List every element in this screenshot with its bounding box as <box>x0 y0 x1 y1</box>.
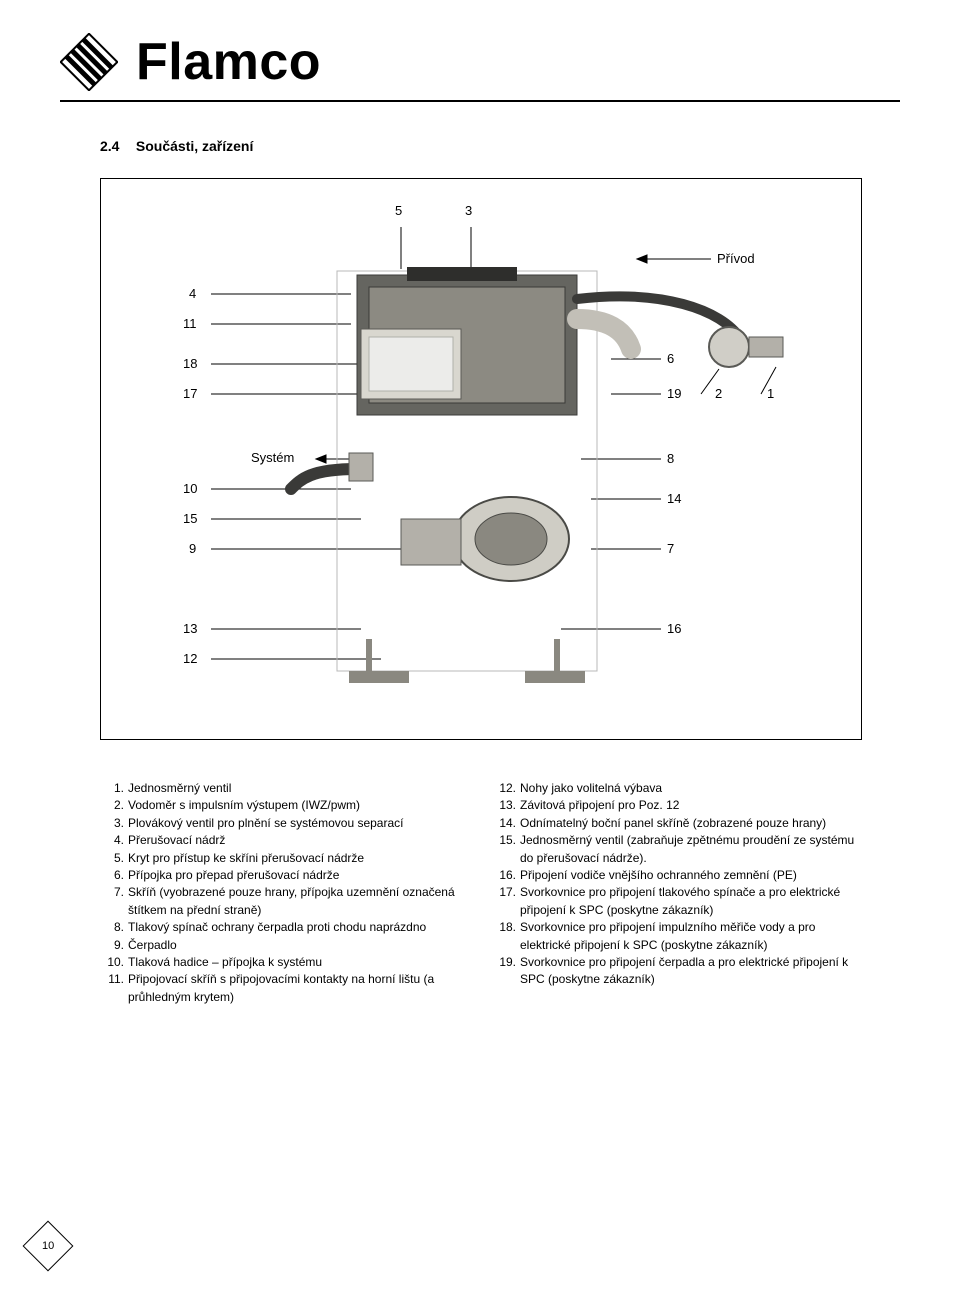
legend-item: 1.Jednosměrný ventil <box>100 780 468 797</box>
legend-item: 10.Tlaková hadice – přípojka k systému <box>100 954 468 971</box>
legend-item: 11.Připojovací skříň s připojovacími kon… <box>100 971 468 1006</box>
callout-2: 2 <box>715 386 722 401</box>
legend-item: 4.Přerušovací nádrž <box>100 832 468 849</box>
callout-11: 11 <box>183 316 197 331</box>
section-heading: 2.4 Součásti, zařízení <box>100 138 900 154</box>
callout-5: 5 <box>395 203 402 218</box>
legend-item: 17.Svorkovnice pro připojení tlakového s… <box>492 884 860 919</box>
brand-name: Flamco <box>136 32 321 92</box>
callout-7: 7 <box>667 541 674 556</box>
callout-14: 14 <box>667 491 681 506</box>
section-number: 2.4 <box>100 138 132 154</box>
legend-item: 12.Nohy jako volitelná výbava <box>492 780 860 797</box>
callout-8: 8 <box>667 451 674 466</box>
callout-13: 13 <box>183 621 197 636</box>
page-number: 10 <box>23 1221 74 1272</box>
legend-item: 13.Závitová připojení pro Poz. 12 <box>492 797 860 814</box>
callout-17: 17 <box>183 386 197 401</box>
callout-1: 1 <box>767 386 774 401</box>
page-header: Flamco <box>60 32 900 102</box>
brand-logo-icon <box>60 33 118 91</box>
callout-9: 9 <box>189 541 196 556</box>
legend-item: 5.Kryt pro přístup ke skříni přerušovací… <box>100 850 468 867</box>
legend-right-column: 12.Nohy jako volitelná výbava 13.Závitov… <box>492 780 860 1006</box>
legend-item: 2.Vodoměr s impulsním výstupem (IWZ/pwm) <box>100 797 468 814</box>
page: Flamco 2.4 Součásti, zařízení <box>0 0 960 1294</box>
legend-left-column: 1.Jednosměrný ventil 2.Vodoměr s impulsn… <box>100 780 468 1006</box>
legend-item: 15.Jednosměrný ventil (zabraňuje zpětném… <box>492 832 860 867</box>
callout-4: 4 <box>189 286 196 301</box>
legend-item: 16.Připojení vodiče vnějšího ochranného … <box>492 867 860 884</box>
legend-item: 9.Čerpadlo <box>100 937 468 954</box>
callout-12: 12 <box>183 651 197 666</box>
callout-10: 10 <box>183 481 197 496</box>
component-diagram: 5 3 4 11 18 17 Systém 10 15 9 13 12 Přív… <box>100 178 862 740</box>
legend-item: 7.Skříň (vyobrazené pouze hrany, přípojk… <box>100 884 468 919</box>
legend-item: 18.Svorkovnice pro připojení impulzního … <box>492 919 860 954</box>
callout-15: 15 <box>183 511 197 526</box>
callout-19: 19 <box>667 386 681 401</box>
legend-item: 19.Svorkovnice pro připojení čerpadla a … <box>492 954 860 989</box>
legend-item: 3.Plovákový ventil pro plnění se systémo… <box>100 815 468 832</box>
callout-16: 16 <box>667 621 681 636</box>
callout-inlet: Přívod <box>717 251 755 266</box>
legend-item: 8.Tlakový spínač ochrany čerpadla proti … <box>100 919 468 936</box>
section-title: Součásti, zařízení <box>136 138 253 154</box>
callout-3: 3 <box>465 203 472 218</box>
legend-item: 6.Přípojka pro přepad přerušovací nádrže <box>100 867 468 884</box>
legend: 1.Jednosměrný ventil 2.Vodoměr s impulsn… <box>100 780 860 1006</box>
legend-item: 14.Odnímatelný boční panel skříně (zobra… <box>492 815 860 832</box>
callout-18: 18 <box>183 356 197 371</box>
callout-6: 6 <box>667 351 674 366</box>
callout-system: Systém <box>251 450 294 465</box>
